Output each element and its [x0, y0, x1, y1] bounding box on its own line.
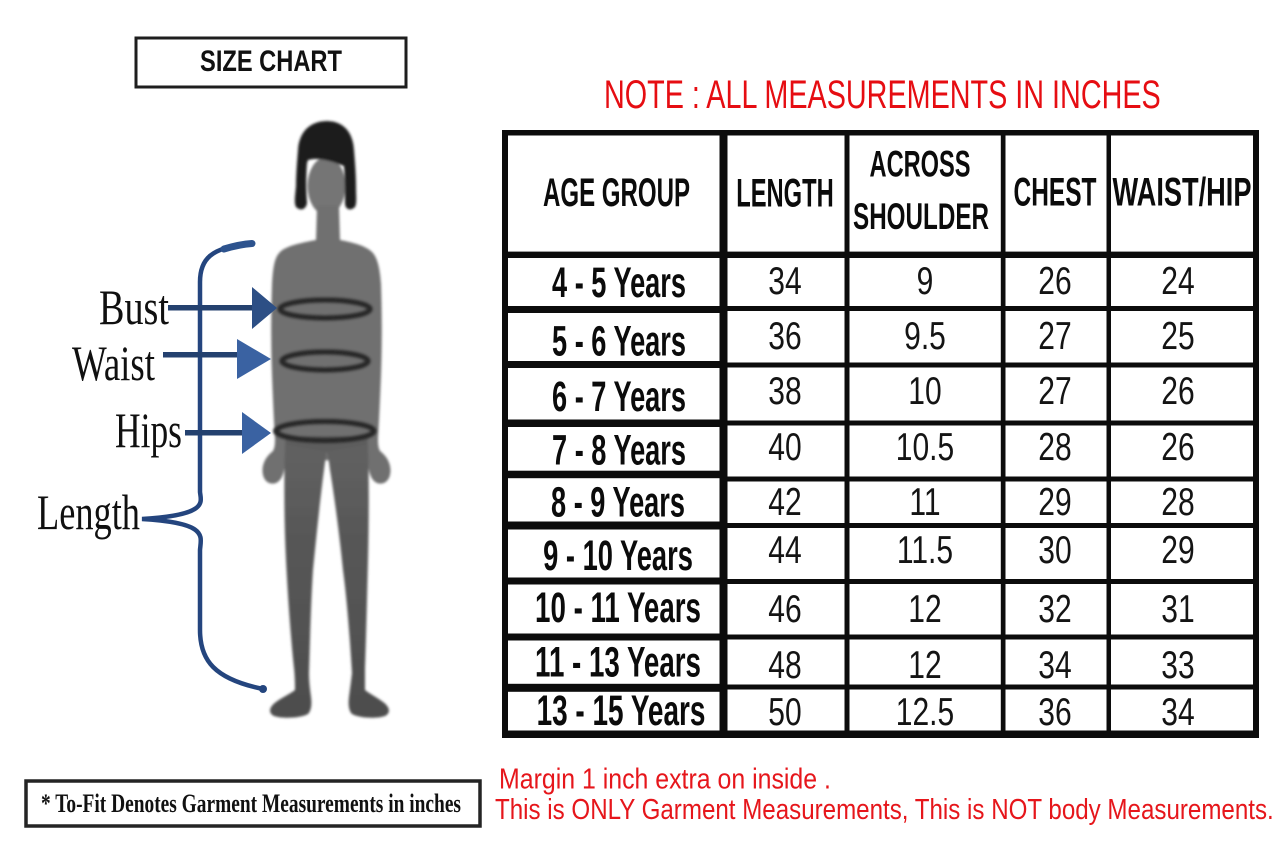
svg-text:33: 33	[1161, 643, 1194, 687]
svg-text:50: 50	[768, 690, 801, 734]
svg-text:48: 48	[768, 643, 801, 687]
svg-text:31: 31	[1161, 587, 1194, 631]
svg-text:24: 24	[1161, 259, 1194, 303]
svg-text:12: 12	[908, 643, 941, 687]
svg-text:46: 46	[768, 587, 801, 631]
svg-text:34: 34	[768, 259, 801, 303]
svg-text:10 - 11 Years: 10 - 11 Years	[535, 583, 701, 632]
svg-text:11 - 13 Years: 11 - 13 Years	[535, 637, 701, 686]
svg-text:28: 28	[1038, 425, 1071, 469]
svg-text:12.5: 12.5	[896, 690, 954, 734]
svg-text:32: 32	[1038, 587, 1071, 631]
svg-text:42: 42	[768, 480, 801, 524]
svg-text:27: 27	[1038, 314, 1071, 358]
svg-text:This is ONLY Garment Measureme: This is ONLY Garment Measurements, This …	[495, 793, 1274, 826]
svg-text:36: 36	[1038, 690, 1071, 734]
svg-text:26: 26	[1038, 259, 1071, 303]
svg-text:40: 40	[768, 425, 801, 469]
svg-text:34: 34	[1038, 643, 1071, 687]
svg-text:29: 29	[1038, 480, 1071, 524]
svg-text:Bust: Bust	[99, 279, 170, 335]
svg-text:26: 26	[1161, 425, 1194, 469]
svg-text:28: 28	[1161, 480, 1194, 524]
svg-text:44: 44	[768, 528, 801, 572]
svg-text:Margin 1 inch extra on inside: Margin 1 inch extra on inside .	[499, 763, 831, 795]
svg-text:36: 36	[768, 314, 801, 358]
svg-text:34: 34	[1161, 690, 1194, 734]
svg-text:7 - 8 Years: 7 - 8 Years	[552, 425, 686, 474]
svg-text:LENGTH: LENGTH	[736, 170, 833, 215]
svg-text:11.5: 11.5	[897, 528, 953, 572]
svg-text:SIZE CHART: SIZE CHART	[200, 44, 342, 77]
svg-text:* To-Fit Denotes Garment Measu: * To-Fit Denotes Garment Measurements in…	[41, 789, 461, 817]
svg-text:NOTE : ALL MEASUREMENTS IN INC: NOTE : ALL MEASUREMENTS IN INCHES	[604, 72, 1161, 117]
svg-text:27: 27	[1038, 369, 1071, 413]
svg-text:Length: Length	[37, 486, 140, 541]
svg-text:29: 29	[1161, 528, 1194, 572]
svg-text:8 - 9 Years: 8 - 9 Years	[551, 477, 685, 526]
svg-text:12: 12	[908, 587, 941, 631]
svg-text:ACROSS: ACROSS	[870, 143, 971, 185]
svg-text:CHEST: CHEST	[1014, 171, 1097, 216]
svg-text:10: 10	[908, 369, 941, 413]
svg-text:Waist: Waist	[72, 337, 155, 392]
svg-text:13 - 15 Years: 13 - 15 Years	[537, 686, 706, 735]
svg-text:5 - 6 Years: 5 - 6 Years	[552, 316, 686, 365]
svg-text:30: 30	[1038, 528, 1071, 572]
svg-text:25: 25	[1161, 314, 1194, 358]
svg-text:4 - 5 Years: 4 - 5 Years	[552, 258, 686, 307]
svg-text:9: 9	[917, 259, 934, 303]
svg-text:Hips: Hips	[115, 403, 182, 458]
svg-text:26: 26	[1161, 369, 1194, 413]
svg-text:38: 38	[768, 369, 801, 413]
svg-text:10.5: 10.5	[896, 425, 954, 469]
svg-text:9 - 10 Years: 9 - 10 Years	[543, 531, 693, 580]
svg-text:WAIST/HIP: WAIST/HIP	[1113, 170, 1252, 214]
svg-text:11: 11	[909, 480, 940, 524]
svg-text:9.5: 9.5	[904, 314, 946, 358]
svg-text:SHOULDER: SHOULDER	[853, 196, 989, 237]
svg-text:AGE GROUP: AGE GROUP	[543, 170, 690, 215]
svg-text:6 - 7 Years: 6 - 7 Years	[552, 372, 686, 421]
